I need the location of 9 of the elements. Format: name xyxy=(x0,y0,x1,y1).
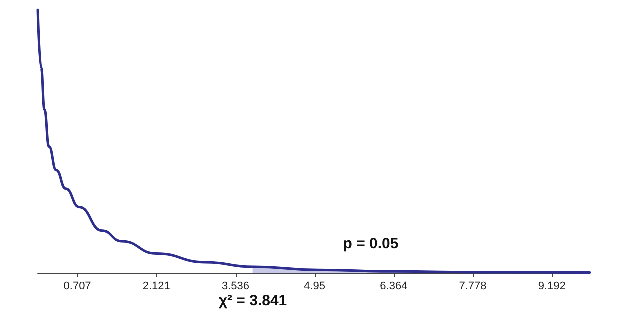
x-tick-label: 3.536 xyxy=(222,280,250,292)
x-tick-label: 6.364 xyxy=(380,280,408,292)
x-tick-label: 9.192 xyxy=(538,280,566,292)
annotation: p = 0.05 xyxy=(343,236,399,252)
x-tick-label: 2.121 xyxy=(142,280,170,292)
x-tick-label: 4.95 xyxy=(304,280,326,292)
text: χ² = 3.841 xyxy=(218,292,288,310)
x-tick-label: 0.707 xyxy=(64,280,92,292)
x-tick-label: 7.778 xyxy=(459,280,487,292)
